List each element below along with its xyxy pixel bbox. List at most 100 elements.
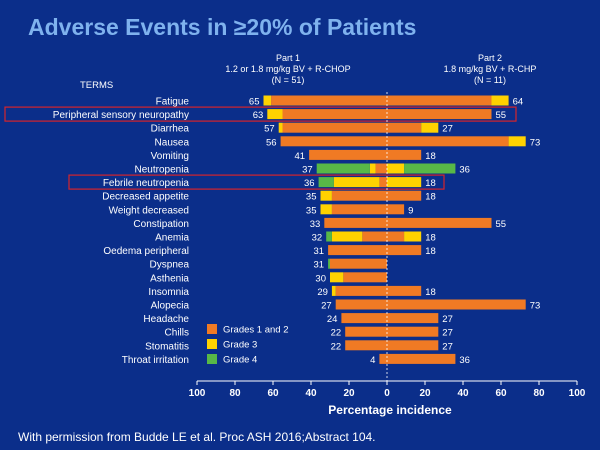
bar-part1-segment	[331, 190, 387, 201]
term-label: Insomnia	[148, 287, 189, 298]
term-label: Dyspnea	[150, 260, 190, 271]
x-tick-label: 40	[305, 388, 317, 399]
bar-part1-segment	[330, 272, 344, 283]
part2-header-line: Part 2	[478, 53, 502, 63]
term-label: Alopecia	[151, 301, 190, 312]
bar-part1-segment	[278, 122, 283, 133]
bar-part1-segment	[341, 313, 387, 324]
value-label-part2: 73	[530, 301, 541, 312]
term-label: Neutropenia	[135, 165, 190, 176]
x-tick-label: 80	[229, 388, 241, 399]
x-tick-label: 20	[343, 388, 355, 399]
term-label: Oedema peripheral	[103, 246, 189, 257]
legend: Grades 1 and 2 Grade 3 Grade 4	[207, 324, 289, 366]
bar-part1-segment	[335, 299, 387, 310]
highlight-box	[4, 106, 517, 122]
slide-title: Adverse Events in ≥20% of Patients	[28, 14, 417, 40]
bar-part1-segment	[320, 190, 332, 201]
x-tick-label: 100	[189, 388, 206, 399]
value-label-part2: 27	[442, 341, 453, 352]
value-label-part1: 37	[302, 165, 313, 176]
term-label: Fatigue	[156, 97, 190, 108]
value-label-part1: 30	[315, 273, 326, 284]
term-label: Weight decreased	[109, 205, 189, 216]
part2-header-line: (N = 11)	[474, 75, 506, 85]
x-tick-label: 100	[569, 388, 586, 399]
term-label: Decreased appetite	[102, 192, 189, 203]
bar-part1-segment	[330, 258, 387, 269]
term-label: Headache	[143, 314, 189, 325]
bar-part2-segment	[387, 109, 492, 120]
bar-part1-segment	[335, 285, 387, 296]
value-label-part2: 27	[442, 314, 453, 325]
legend-label: Grade 4	[223, 355, 257, 366]
part1-header-line: Part 1	[276, 53, 300, 63]
value-label-part2: 18	[425, 287, 436, 298]
bar-part1-segment	[375, 163, 387, 174]
bar-part2-segment	[387, 190, 422, 201]
bar-part1-segment	[379, 177, 387, 188]
x-tick-label: 60	[495, 388, 507, 399]
value-label-part1: 56	[266, 137, 277, 148]
bar-part1-segment	[328, 245, 387, 256]
bar-part2-segment	[387, 163, 405, 174]
term-label: Chills	[165, 328, 189, 339]
term-label: Throat irritation	[122, 355, 189, 366]
value-label-part1: 22	[331, 341, 342, 352]
x-axis: 100 80 60 40 20 0 20 40 60 80 100 Percentage incide…	[189, 92, 586, 417]
bar-part2-segment	[387, 204, 405, 215]
value-label-part2: 64	[513, 97, 524, 108]
bar-part2-segment	[387, 136, 509, 147]
bar-part1-segment	[379, 353, 387, 364]
bar-part1-segment	[324, 217, 387, 228]
bar-part1-segment	[318, 177, 334, 188]
bar-part2-segment	[387, 95, 492, 106]
term-label: Diarrhea	[151, 124, 190, 135]
value-label-part2: 18	[425, 178, 436, 189]
value-label-part1: 24	[327, 314, 338, 325]
bar-part2-segment	[387, 313, 439, 324]
part1-header-line: (N = 51)	[272, 75, 305, 85]
x-axis-title: Percentage incidence	[328, 403, 452, 417]
value-label-part1: 22	[331, 328, 342, 339]
x-tick-label: 40	[457, 388, 469, 399]
bar-part1-segment	[345, 326, 387, 337]
value-label-part1: 36	[304, 178, 315, 189]
bars	[263, 95, 526, 364]
legend-label: Grades 1 and 2	[223, 325, 289, 336]
value-label-part2: 73	[530, 137, 541, 148]
value-label-part2: 27	[442, 124, 453, 135]
bar-part2-segment	[404, 231, 422, 242]
bar-part2-segment	[387, 122, 422, 133]
value-label-part2: 18	[425, 233, 436, 244]
value-label-part2: 55	[496, 219, 507, 230]
bar-part1-segment	[263, 95, 272, 106]
value-label-part2: 36	[459, 165, 470, 176]
x-tick-label: 80	[533, 388, 545, 399]
value-label-part1: 35	[306, 205, 317, 216]
bar-part1-segment	[316, 163, 370, 174]
bar-part2-segment	[387, 340, 439, 351]
terms-header: TERMS	[80, 80, 113, 91]
bar-part1-segment	[362, 231, 387, 242]
bar-part2-segment	[508, 136, 526, 147]
legend-swatch	[207, 324, 217, 334]
legend-swatch	[207, 339, 217, 349]
value-label-part1: 4	[370, 355, 375, 366]
bar-part1-segment	[309, 149, 387, 160]
term-label: Anemia	[155, 233, 189, 244]
citation-footer: With permission from Budde LE et al. Pro…	[18, 430, 376, 444]
bar-part1-segment	[331, 231, 363, 242]
value-labels: Fatigue 65 64 Peripheral sensory neuropathy…	[53, 97, 540, 366]
value-label-part1: 63	[253, 110, 264, 121]
bar-part1-segment	[369, 163, 376, 174]
value-label-part2: 55	[496, 110, 507, 121]
value-label-part1: 31	[314, 260, 325, 271]
part1-header-line: 1.2 or 1.8 mg/kg BV + R-CHOP	[225, 64, 350, 74]
term-label: Vomiting	[151, 151, 189, 162]
value-label-part1: 33	[310, 219, 321, 230]
bar-part2-segment	[387, 217, 492, 228]
value-label-part1: 27	[321, 301, 332, 312]
bar-part2-segment	[491, 95, 509, 106]
